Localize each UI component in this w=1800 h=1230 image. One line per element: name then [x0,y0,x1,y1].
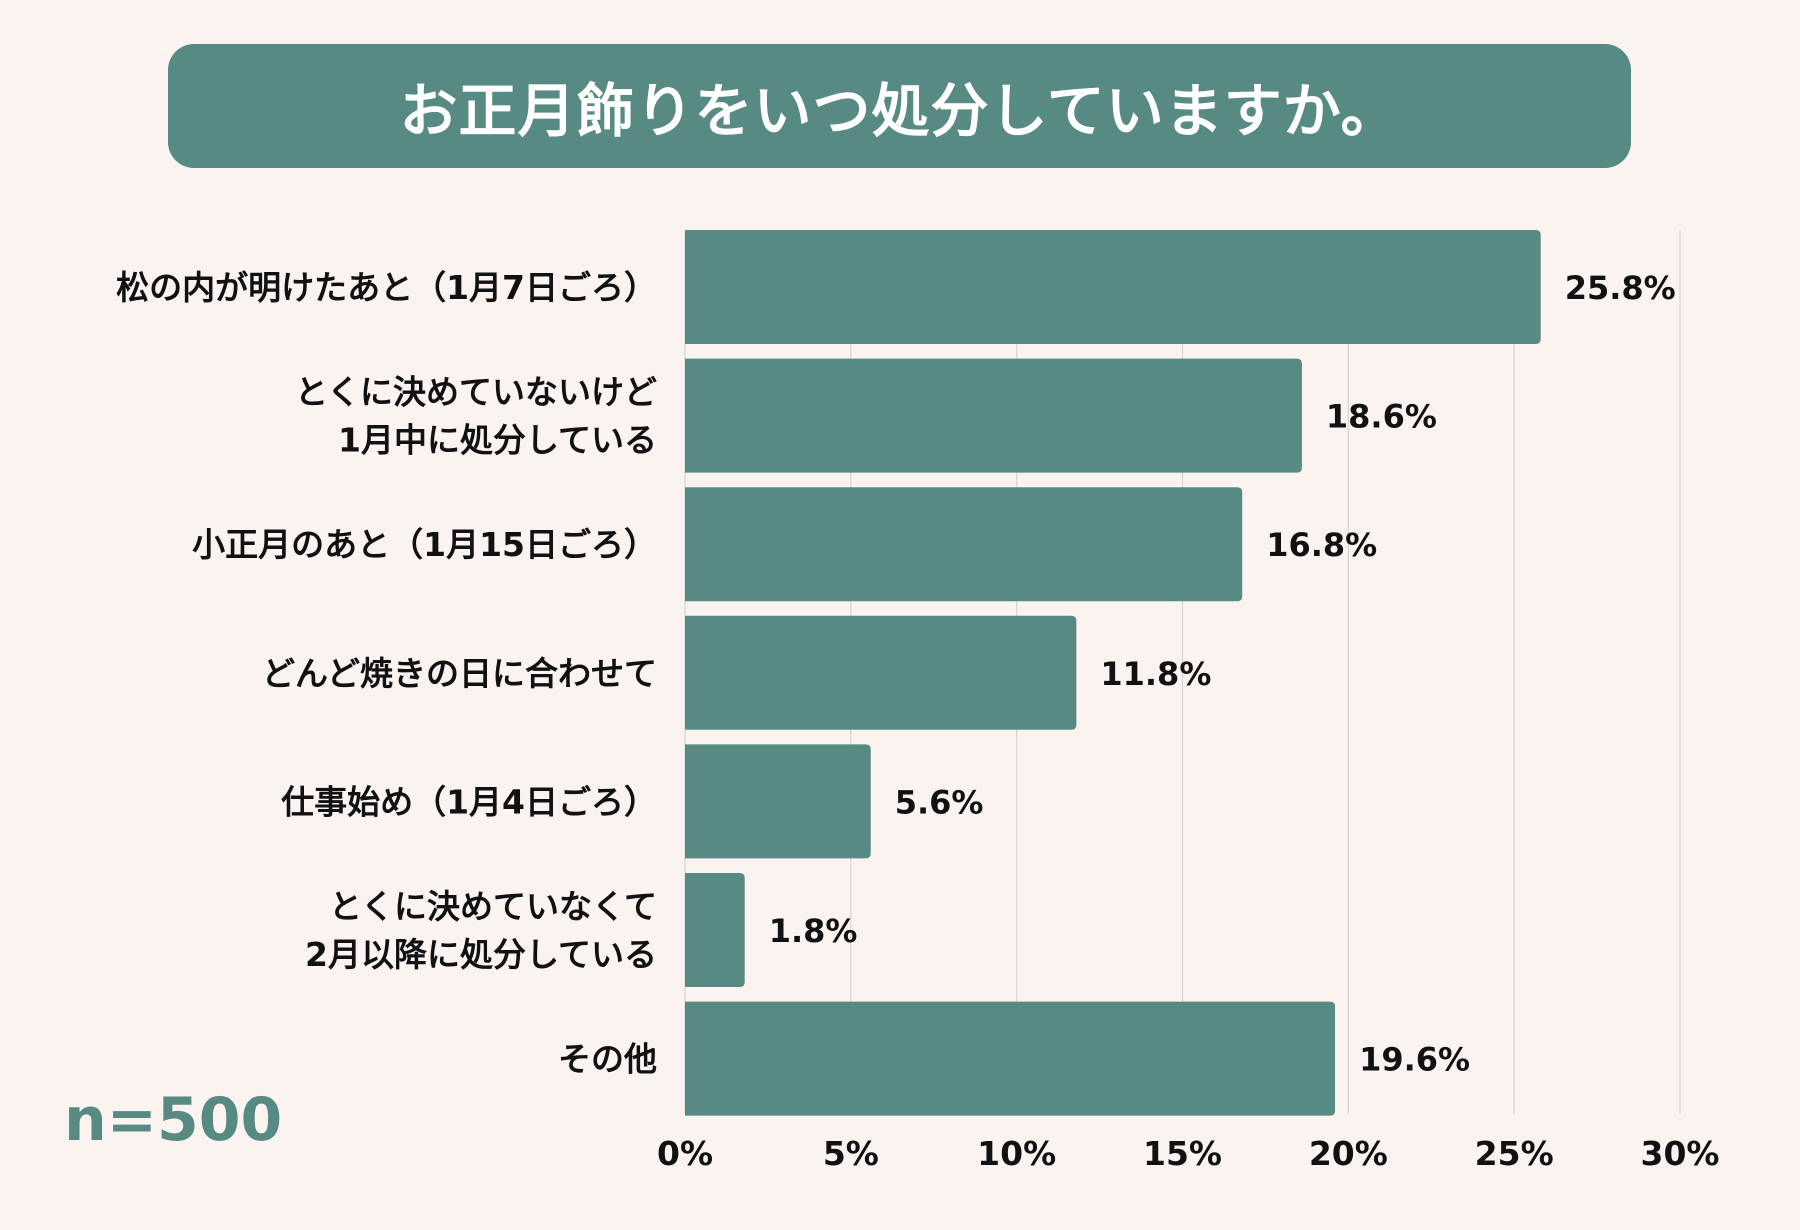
bar [685,487,1243,602]
sample-size-note: n=500 [64,1085,283,1155]
x-tick-label: 25% [1475,1134,1554,1173]
bar [685,1001,1336,1116]
chart-title-banner: お正月飾りをいつ処分していますか。 [168,44,1631,168]
value-label: 19.6% [1359,1041,1470,1079]
value-label: 5.6% [895,783,984,821]
x-tick-label: 15% [1143,1134,1222,1173]
x-tick-label: 20% [1309,1134,1388,1173]
category-label: どんど焼きの日に合わせて [262,654,657,693]
x-tick-label: 0% [657,1134,713,1173]
category-label: とくに決めていないけど [295,373,657,412]
x-tick-label: 10% [977,1134,1056,1173]
category-label: 松の内が明けたあと（1月7日ごろ） [116,268,657,307]
value-label: 25.8% [1565,269,1676,307]
category-label: 小正月のあと（1月15日ごろ） [192,525,657,564]
x-tick-label: 5% [823,1134,879,1173]
x-tick-label: 30% [1641,1134,1720,1173]
category-label: 仕事始め（1月4日ごろ） [281,782,657,821]
bar [685,744,871,859]
bar [685,358,1302,473]
bar [685,615,1077,730]
value-label: 16.8% [1266,526,1377,564]
bar [685,230,1541,344]
category-label: 1月中に処分している [338,421,657,460]
value-label: 1.8% [769,912,858,950]
bar [685,873,745,987]
value-label: 11.8% [1100,655,1211,693]
chart-title: お正月飾りをいつ処分していますか。 [399,77,1400,145]
category-label: とくに決めていなくて [329,887,657,926]
value-label: 18.6% [1326,398,1437,436]
category-label: その他 [558,1040,657,1079]
category-label: 2月以降に処分している [305,935,657,974]
